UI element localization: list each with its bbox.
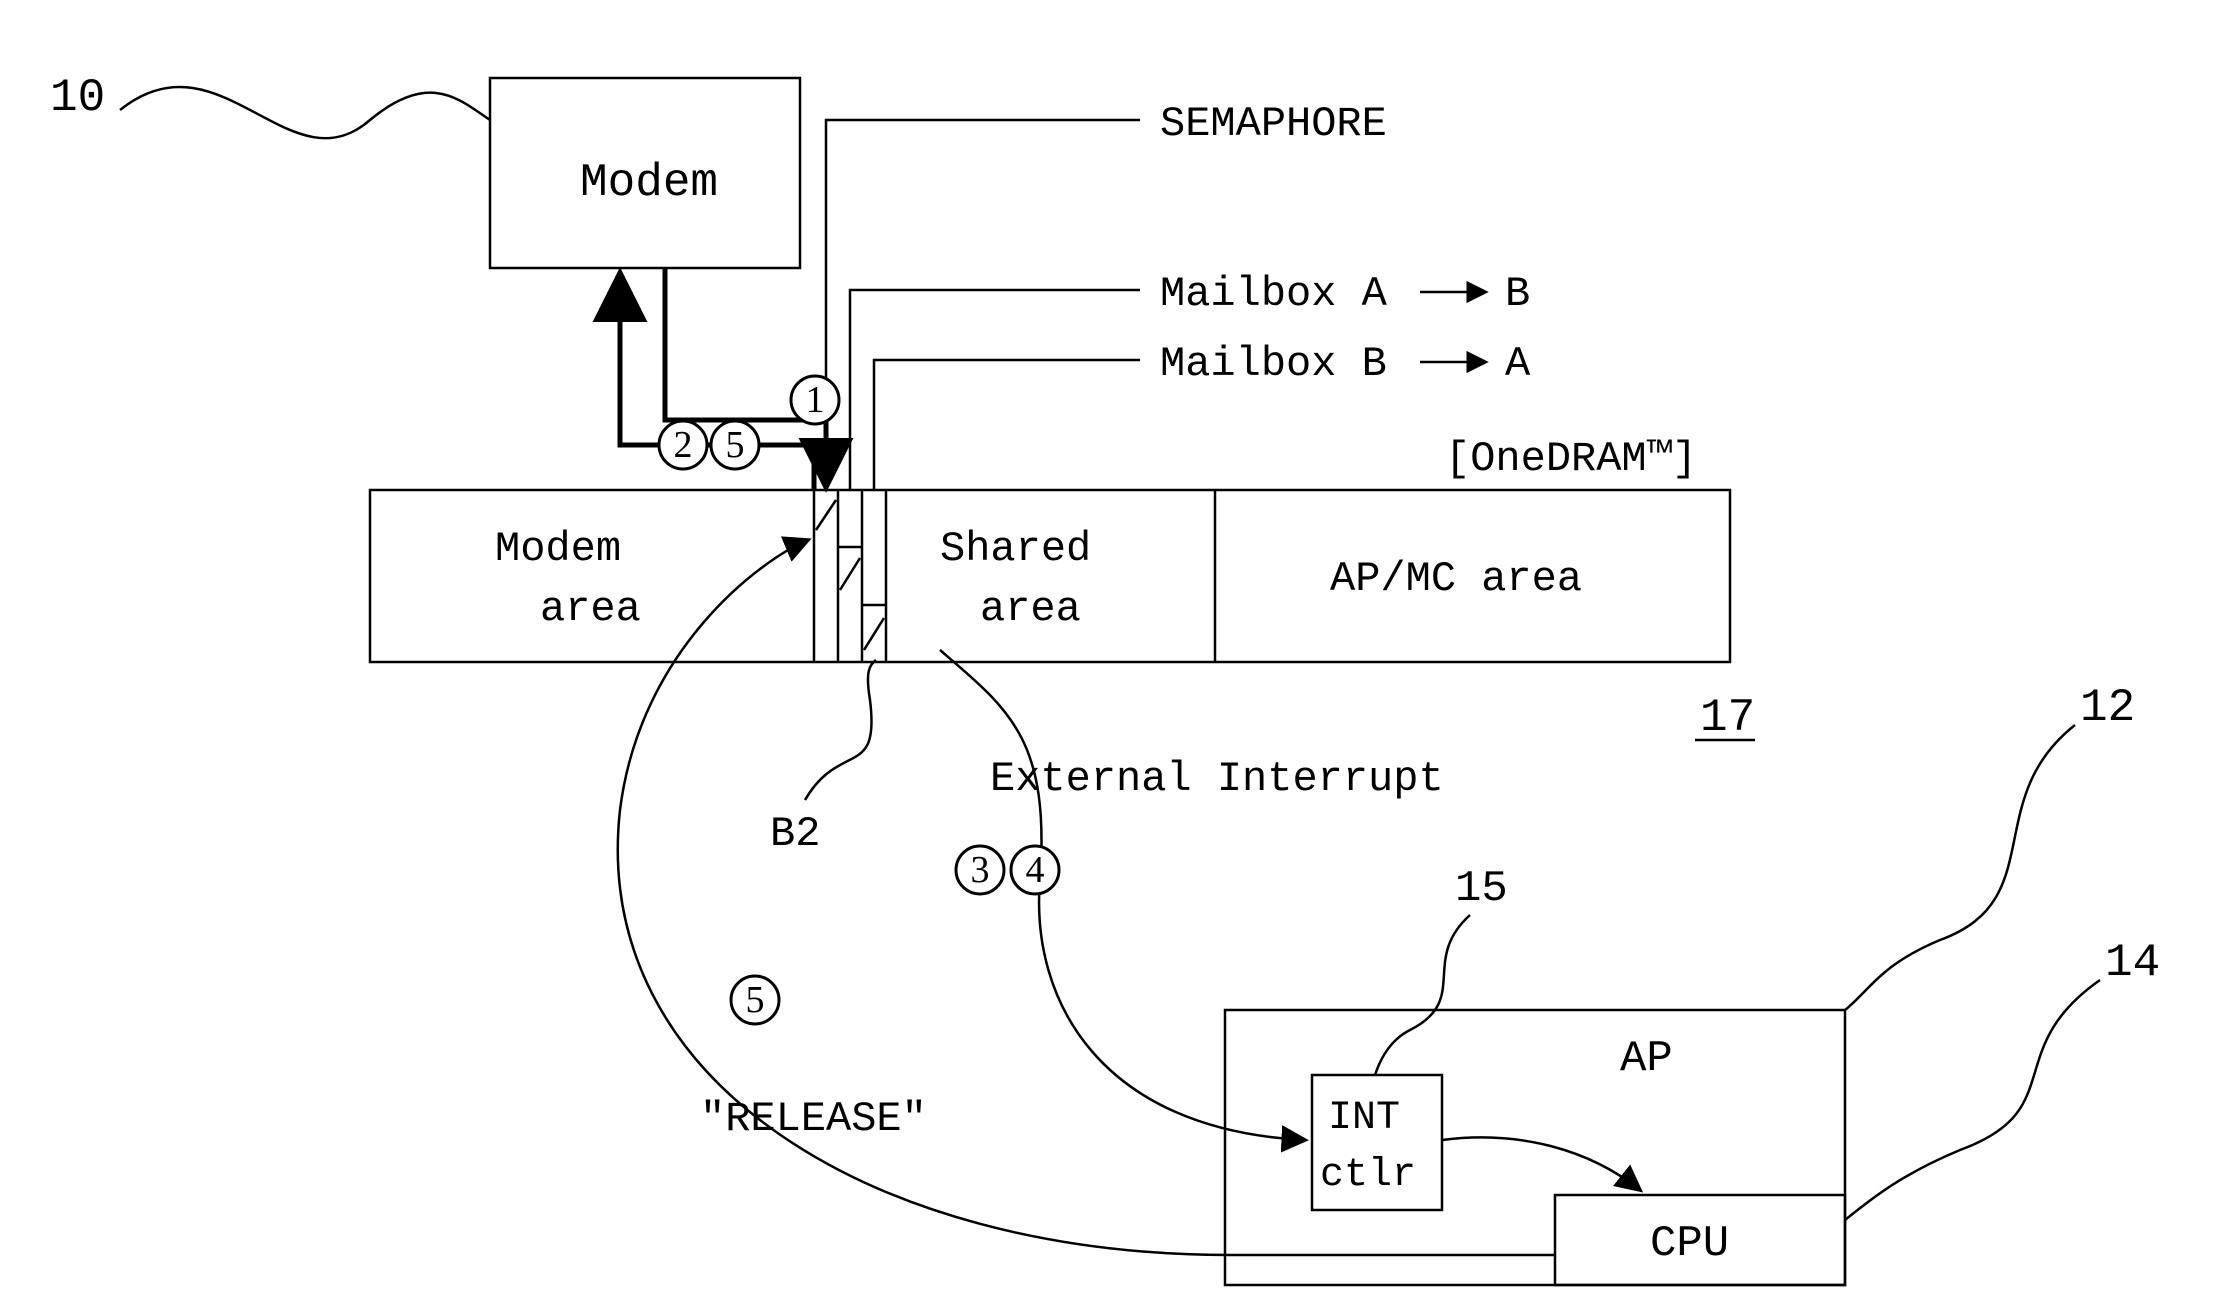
semaphore-label: SEMAPHORE (1160, 100, 1387, 148)
leader-b2 (805, 660, 876, 800)
leader-14 (1845, 980, 2100, 1220)
hatch-2 (840, 558, 860, 590)
badge-3: 3 (971, 849, 990, 891)
ref-14: 14 (2105, 937, 2160, 989)
cpu-label: CPU (1650, 1219, 1729, 1269)
ref-17: 17 (1700, 692, 1755, 744)
ap-box (1225, 1010, 1845, 1285)
hatch-3 (864, 618, 884, 650)
mailbox-ba-post: A (1505, 340, 1531, 388)
onedram-label: [OneDRAM™] (1445, 435, 1697, 483)
badge-5a: 5 (726, 424, 745, 466)
apmc-label: AP/MC area (1330, 555, 1582, 603)
release-label: "RELEASE" (700, 1095, 927, 1143)
leader-mailbox-ab (850, 290, 1140, 490)
mailbox-ab-post: B (1505, 270, 1530, 318)
badge-2: 2 (674, 424, 693, 466)
ref-10: 10 (50, 72, 105, 124)
arrow-int-to-cpu (1442, 1137, 1640, 1190)
leader-15 (1375, 915, 1470, 1075)
modem-label: Modem (580, 157, 718, 209)
mailbox-ab-pre: Mailbox A (1160, 270, 1388, 318)
shared-l1: Shared (940, 525, 1091, 573)
path-step34 (940, 650, 1305, 1140)
mailbox-ba-pre: Mailbox B (1160, 340, 1387, 388)
ref-15: 15 (1455, 864, 1508, 914)
b2-label: B2 (770, 810, 820, 858)
ap-label: AP (1620, 1034, 1673, 1084)
ref-12: 12 (2080, 682, 2135, 734)
hatch-1 (816, 500, 836, 530)
badge-1: 1 (806, 379, 825, 421)
path-step5 (618, 540, 1555, 1255)
modem-area-l2: area (540, 585, 641, 633)
leader-12 (1845, 725, 2075, 1010)
leader-10 (120, 87, 490, 138)
int-l1: INT (1328, 1096, 1400, 1141)
leader-mailbox-ba (874, 360, 1140, 490)
int-l2: ctlr (1320, 1153, 1416, 1198)
modem-area-l1: Modem (495, 525, 621, 573)
badge-5b: 5 (746, 979, 765, 1021)
shared-l2: area (980, 585, 1081, 633)
diagram-canvas: 10 Modem Modem area Shared area AP/MC ar… (0, 0, 2225, 1292)
badge-4: 4 (1026, 849, 1045, 891)
ext-int-label: External Interrupt (990, 755, 1444, 803)
